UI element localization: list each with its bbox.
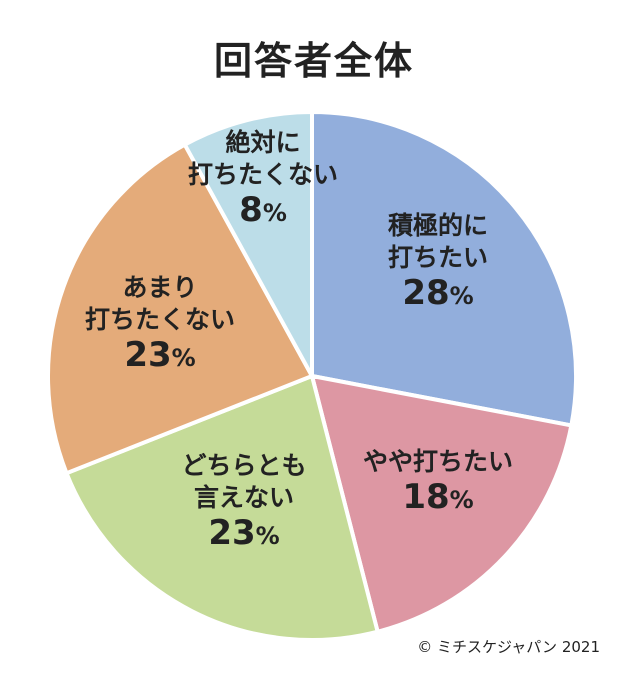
slice-value-label: 23% (208, 513, 279, 553)
pie-slice-1 (310, 110, 578, 428)
pie-slice-5 (182, 110, 314, 378)
slice-label: 絶対に (225, 128, 300, 157)
slice-value-label: 8% (239, 190, 287, 230)
chart-title: 回答者全体 (213, 39, 414, 83)
slice-label: やや打ちたい (363, 447, 513, 476)
slice-label: 打ちたい (388, 243, 488, 272)
pie-slice-4 (46, 142, 314, 476)
copyright-notice: © ミチスケジャパン 2021 (417, 638, 600, 656)
slice-label: 打ちたくない (188, 160, 338, 189)
pie-labels: 積極的に打ちたい28%やや打ちたい18%どちらとも言えない23%あまり打ちたくな… (85, 128, 513, 553)
pie-slices (46, 110, 578, 642)
slice-label: 打ちたくない (85, 305, 235, 334)
slice-label: 言えない (194, 483, 294, 512)
slice-value-label: 23% (124, 335, 195, 375)
pie-slice-2 (310, 374, 574, 634)
slice-value-label: 18% (402, 477, 473, 517)
slice-label: どちらとも (181, 451, 306, 480)
slice-label: 積極的に (388, 211, 488, 240)
pie-slice-3 (64, 374, 380, 642)
slice-value-label: 28% (402, 273, 473, 313)
slice-label: あまり (122, 273, 197, 302)
